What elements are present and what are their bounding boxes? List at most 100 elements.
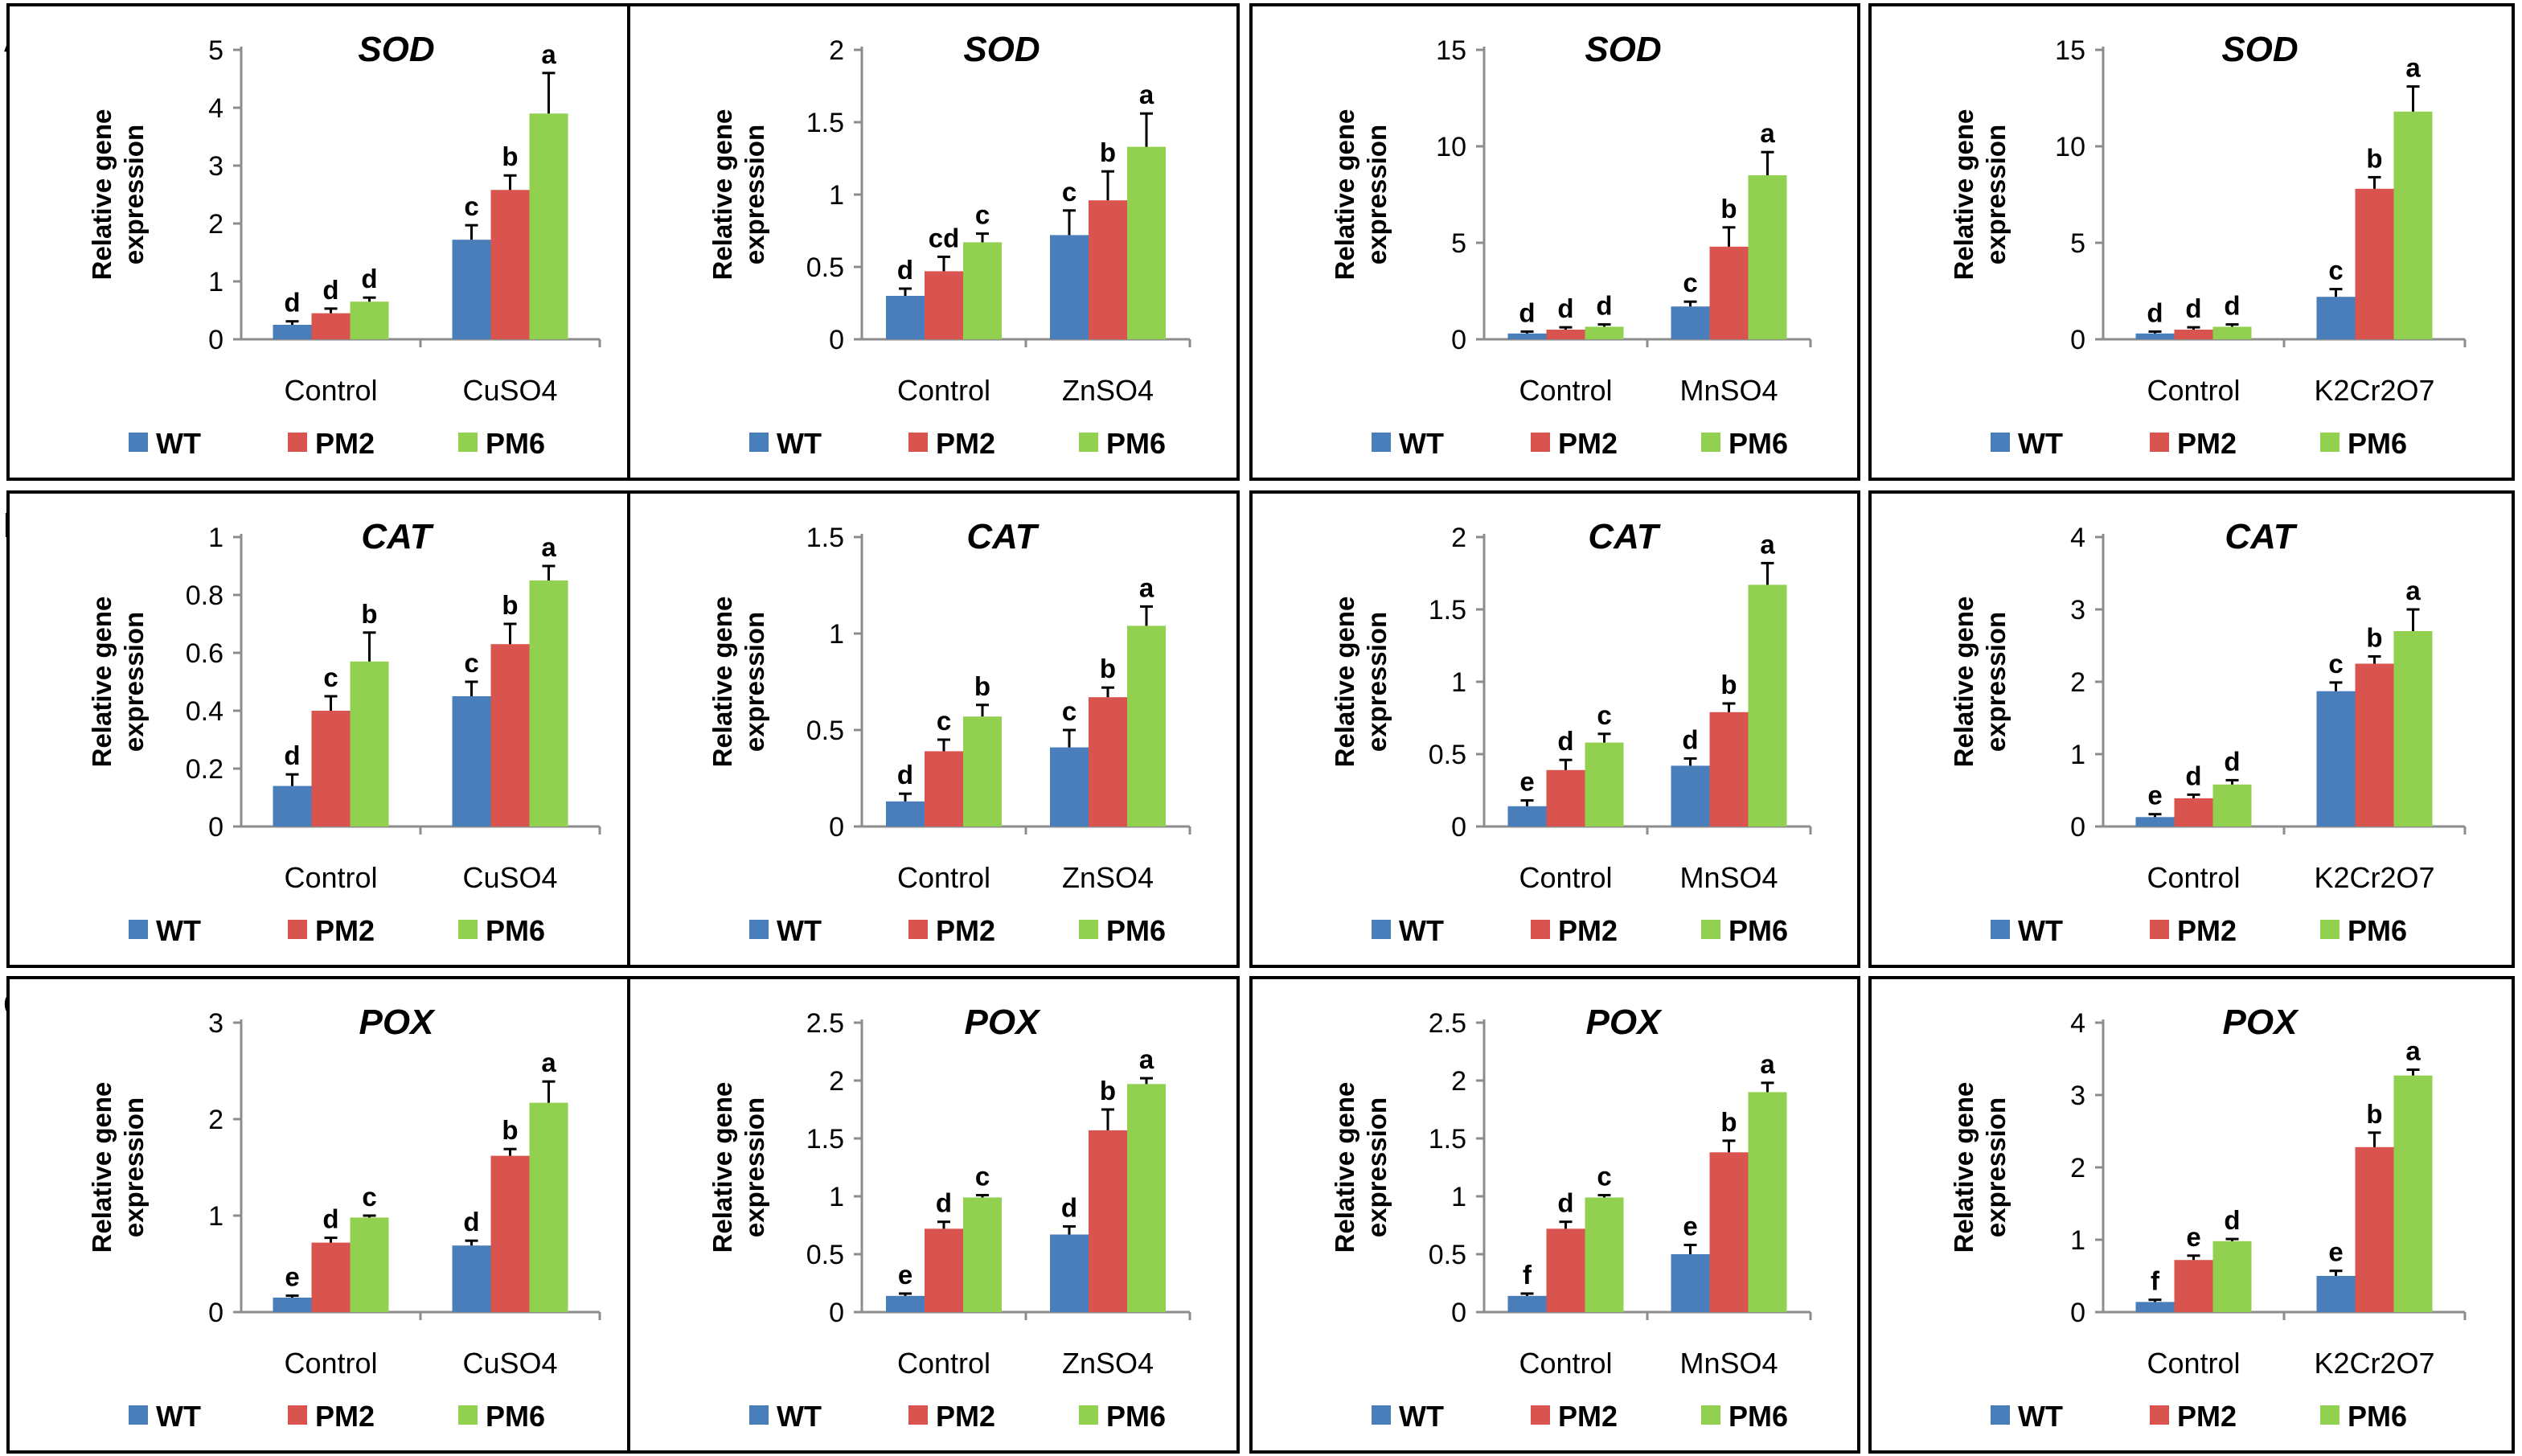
category-label: Control — [1519, 861, 1612, 894]
significance-letter: c — [1062, 696, 1076, 726]
legend-label: PM6 — [1728, 427, 1788, 460]
chart-panel: SOD Relative geneexpression 0 0.5 1 1.5 2 Contr… — [627, 3, 1240, 481]
y-tick-label: 0.5 — [806, 1240, 844, 1270]
significance-letter: e — [1683, 1211, 1697, 1241]
bar-pm6 — [529, 580, 568, 826]
bar-wt — [1507, 333, 1547, 339]
legend-swatch-pm6 — [1701, 433, 1720, 452]
bar-pm6 — [1585, 1197, 1624, 1312]
y-tick-label: 1 — [829, 180, 844, 211]
legend-label: PM6 — [486, 1400, 545, 1433]
y-axis-title: Relative geneexpression — [707, 597, 769, 768]
y-tick-label: 15 — [2055, 35, 2085, 66]
y-axis-title: Relative geneexpression — [1330, 109, 1392, 281]
y-tick-label: 0 — [829, 325, 844, 355]
category-label: K2Cr2O7 — [2314, 861, 2434, 894]
significance-letter: a — [2405, 576, 2421, 605]
category-label: Control — [284, 861, 377, 894]
legend-label: PM2 — [2177, 1400, 2237, 1433]
significance-letter: b — [502, 141, 518, 171]
significance-letter: b — [361, 599, 377, 629]
y-axis-title-line: Relative gene — [87, 597, 117, 768]
legend-label: PM6 — [486, 914, 545, 947]
bar-pm2 — [925, 751, 963, 826]
chart-title: POX — [965, 1003, 1042, 1042]
legend-swatch-wt — [129, 433, 148, 452]
legend-label: PM6 — [1728, 914, 1788, 947]
bar-pm2 — [311, 1242, 351, 1312]
significance-letter: b — [1720, 670, 1737, 699]
y-axis-title-line: expression — [1362, 612, 1392, 752]
legend-label: PM2 — [936, 427, 995, 460]
bar-pm6 — [1127, 1084, 1166, 1312]
chart-title: SOD — [1585, 30, 1661, 69]
y-axis-title-line: Relative gene — [87, 1082, 117, 1253]
y-tick-label: 0 — [1451, 325, 1466, 355]
legend-label: PM2 — [936, 1400, 995, 1433]
significance-letter: b — [2366, 1099, 2382, 1129]
y-tick-label: 0 — [2070, 325, 2085, 355]
significance-letter: d — [936, 1188, 952, 1218]
legend-label: WT — [777, 914, 822, 947]
significance-letter: cd — [929, 223, 960, 252]
bar-pm6 — [2393, 111, 2433, 340]
bar-pm6 — [350, 661, 389, 826]
legend-swatch-pm2 — [2150, 1405, 2169, 1425]
significance-letter: c — [2328, 649, 2343, 679]
y-axis-title-line: Relative gene — [87, 109, 117, 281]
legend-swatch-wt — [1372, 1405, 1391, 1425]
significance-letter: b — [1100, 137, 1116, 167]
y-axis-title-line: expression — [119, 612, 149, 752]
category-label: Control — [897, 1347, 990, 1380]
legend-swatch-pm6 — [1079, 1405, 1098, 1425]
y-axis-title: Relative geneexpression — [1330, 597, 1392, 768]
chart-panel: SOD Relative geneexpression 0 5 10 15 Control d… — [1249, 3, 1860, 481]
bar-pm2 — [925, 1228, 963, 1312]
significance-letter: d — [361, 264, 377, 293]
y-tick-label: 2.5 — [1429, 1008, 1466, 1039]
bar-pm6 — [529, 1102, 568, 1312]
bar-wt — [2316, 691, 2356, 826]
y-tick-label: 1 — [208, 523, 223, 553]
y-tick-label: 5 — [2070, 228, 2085, 259]
y-tick-label: 1 — [2070, 1225, 2085, 1256]
y-tick-label: 0 — [208, 1298, 223, 1328]
legend-swatch-pm2 — [908, 433, 928, 452]
significance-letter: d — [1557, 726, 1573, 756]
significance-letter: c — [937, 706, 951, 736]
y-axis-title-line: expression — [1981, 612, 2011, 752]
y-tick-label: 1.5 — [1429, 1124, 1466, 1155]
y-tick-label: 0 — [1451, 1298, 1466, 1328]
category-label: K2Cr2O7 — [2314, 374, 2434, 407]
significance-letter: d — [2224, 291, 2240, 321]
significance-letter: c — [975, 200, 990, 230]
legend-swatch-pm6 — [1701, 920, 1720, 939]
bar-pm2 — [2174, 1260, 2213, 1312]
significance-letter: e — [2147, 781, 2162, 810]
significance-letter: d — [897, 760, 913, 790]
bar-wt — [886, 801, 925, 826]
bar-pm6 — [350, 1217, 389, 1312]
y-axis-title: Relative geneexpression — [87, 597, 149, 768]
significance-letter: b — [502, 1115, 518, 1145]
significance-letter: d — [463, 1207, 479, 1237]
bar-pm6 — [963, 716, 1002, 826]
legend-label: WT — [777, 1400, 822, 1433]
significance-letter: d — [2185, 761, 2201, 790]
significance-letter: b — [502, 590, 518, 620]
y-tick-label: 1.5 — [806, 108, 844, 138]
bar-pm6 — [963, 242, 1002, 339]
significance-letter: d — [284, 740, 300, 770]
bar-pm2 — [1709, 1152, 1749, 1312]
bar-pm6 — [963, 1197, 1002, 1312]
bar-wt — [886, 296, 925, 339]
significance-letter: c — [1062, 177, 1076, 207]
y-axis-title-line: Relative gene — [707, 109, 737, 281]
legend-swatch-pm6 — [2320, 433, 2340, 452]
significance-letter: b — [974, 671, 990, 701]
significance-letter: c — [1597, 700, 1611, 730]
legend-swatch-wt — [749, 433, 769, 452]
